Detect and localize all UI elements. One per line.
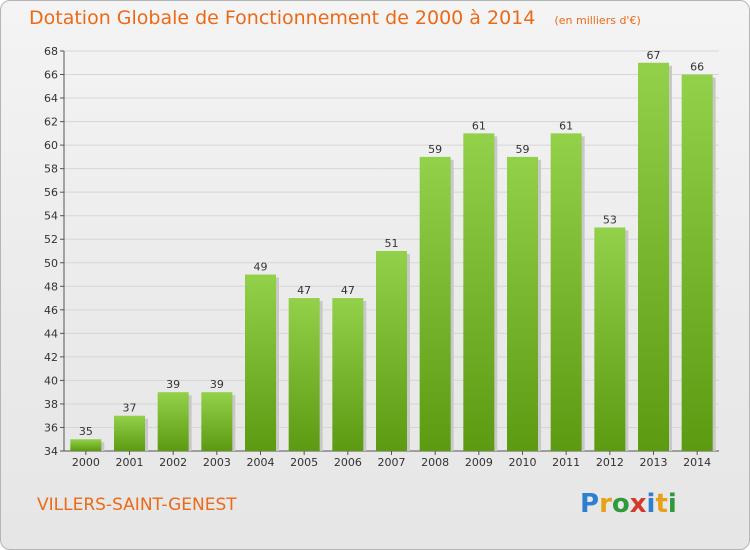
logo-letter: P: [580, 489, 600, 519]
bar-2002: [157, 392, 189, 451]
chart-title: Dotation Globale de Fonctionnement de 20…: [29, 7, 536, 29]
value-label-2000: 35: [79, 425, 93, 438]
bar-2012: [594, 227, 626, 451]
x-tick-label-2002: 2002: [159, 456, 187, 469]
y-tick-label: 44: [44, 327, 58, 340]
value-label-2006: 47: [341, 284, 355, 297]
logo-letter: x: [629, 489, 647, 519]
commune-name: VILLERS-SAINT-GENEST: [37, 495, 237, 515]
bar-2013: [638, 62, 669, 451]
logo-letter: i: [667, 489, 677, 519]
bar-2007: [376, 251, 407, 451]
logo-letter: o: [611, 489, 630, 519]
bar-2010: [507, 156, 538, 451]
value-label-2007: 51: [385, 237, 399, 250]
x-tick-label-2009: 2009: [465, 456, 493, 469]
x-tick-label-2011: 2011: [552, 456, 580, 469]
y-tick-label: 64: [44, 92, 58, 105]
value-label-2013: 67: [647, 49, 661, 62]
x-tick-label-2013: 2013: [640, 456, 668, 469]
logo-letter: i: [646, 489, 656, 519]
bar-2001: [114, 415, 145, 451]
value-label-2012: 53: [603, 213, 617, 226]
value-label-2002: 39: [166, 378, 180, 391]
bar-2014: [681, 74, 713, 451]
bar-2003: [201, 392, 233, 451]
x-tick-label-2005: 2005: [290, 456, 318, 469]
x-tick-label-2004: 2004: [247, 456, 275, 469]
y-tick-label: 62: [44, 116, 58, 129]
y-tick-label: 50: [44, 257, 58, 270]
y-tick-label: 60: [44, 139, 58, 152]
logo-letter: r: [599, 489, 612, 519]
value-label-2008: 59: [428, 143, 442, 156]
x-tick-label-2014: 2014: [683, 456, 711, 469]
y-tick-label: 68: [44, 45, 58, 58]
x-tick-label-2001: 2001: [116, 456, 144, 469]
y-tick-label: 52: [44, 233, 58, 246]
value-label-2005: 47: [297, 284, 311, 297]
value-label-2010: 59: [516, 143, 530, 156]
y-tick-label: 36: [44, 421, 58, 434]
x-tick-label-2010: 2010: [509, 456, 537, 469]
y-tick-label: 58: [44, 163, 58, 176]
bar-2008: [419, 156, 451, 451]
bar-2000: [70, 439, 102, 451]
proxiti-logo: Proxiti: [580, 489, 677, 519]
value-label-2001: 37: [123, 402, 137, 415]
y-tick-label: 42: [44, 351, 58, 364]
bars: [70, 62, 716, 451]
value-label-2014: 66: [690, 61, 704, 74]
y-tick-label: 38: [44, 398, 58, 411]
bar-2009: [463, 133, 495, 451]
bar-2005: [288, 298, 320, 451]
y-tick-label: 54: [44, 210, 58, 223]
chart-title-row: Dotation Globale de Fonctionnement de 20…: [29, 7, 641, 29]
chart-subtitle: (en milliers d'€): [554, 14, 641, 27]
logo-letter: t: [655, 489, 668, 519]
x-tick-label-2003: 2003: [203, 456, 231, 469]
x-tick-label-2006: 2006: [334, 456, 362, 469]
y-tick-label: 40: [44, 374, 58, 387]
x-tick-label-2007: 2007: [378, 456, 406, 469]
value-label-2003: 39: [210, 378, 224, 391]
x-tick-label-2000: 2000: [72, 456, 100, 469]
y-tick-label: 46: [44, 304, 58, 317]
x-tick-label-2012: 2012: [596, 456, 624, 469]
bar-2004: [245, 274, 276, 451]
y-tick-label: 34: [44, 445, 58, 458]
y-tick-label: 48: [44, 280, 58, 293]
y-tick-label: 56: [44, 186, 58, 199]
y-tick-label: 66: [44, 69, 58, 82]
bar-2006: [332, 298, 364, 451]
value-label-2011: 61: [559, 119, 573, 132]
value-label-2004: 49: [254, 261, 268, 274]
x-tick-label-2008: 2008: [421, 456, 449, 469]
bar-2011: [550, 133, 582, 451]
labels: 34 36 38 40 42 44 46 48 50 52 54 56 58 60 62 64 66 68 35 20…: [44, 45, 711, 469]
value-label-2009: 61: [472, 119, 486, 132]
